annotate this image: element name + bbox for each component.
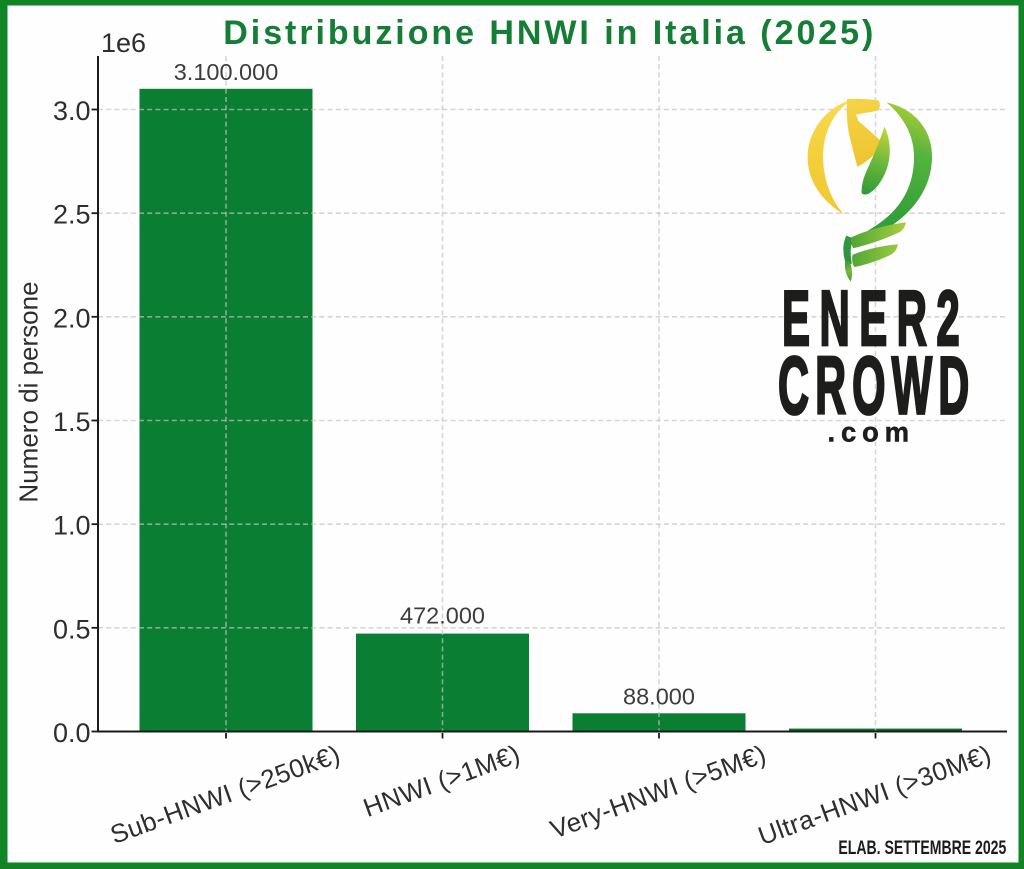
svg-text:1.5: 1.5 (53, 407, 91, 437)
svg-text:.com: .com (828, 417, 915, 448)
svg-text:2.0: 2.0 (53, 303, 91, 333)
svg-text:Numero di persone: Numero di persone (14, 281, 44, 502)
svg-text:1.0: 1.0 (53, 511, 91, 541)
svg-text:0.5: 0.5 (53, 614, 91, 644)
svg-text:ENER2: ENER2 (782, 275, 969, 362)
svg-text:0.0: 0.0 (53, 718, 91, 748)
svg-text:3.100.000: 3.100.000 (174, 59, 279, 85)
svg-text:CROWD: CROWD (778, 340, 975, 431)
svg-text:1e6: 1e6 (101, 28, 146, 58)
svg-text:Distribuzione HNWI in Italia (: Distribuzione HNWI in Italia (2025) (223, 14, 876, 52)
svg-text:3.0: 3.0 (53, 96, 91, 126)
svg-text:2.5: 2.5 (53, 200, 91, 230)
svg-text:88.000: 88.000 (623, 683, 695, 709)
svg-text:472.000: 472.000 (400, 603, 485, 629)
svg-text:ELAB. SETTEMBRE 2025: ELAB. SETTEMBRE 2025 (838, 837, 1006, 859)
